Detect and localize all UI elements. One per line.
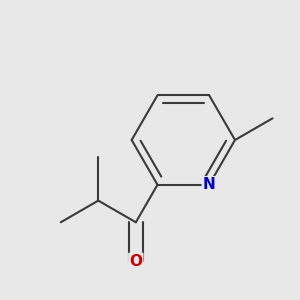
Text: O: O xyxy=(129,254,142,269)
Text: N: N xyxy=(203,177,215,192)
